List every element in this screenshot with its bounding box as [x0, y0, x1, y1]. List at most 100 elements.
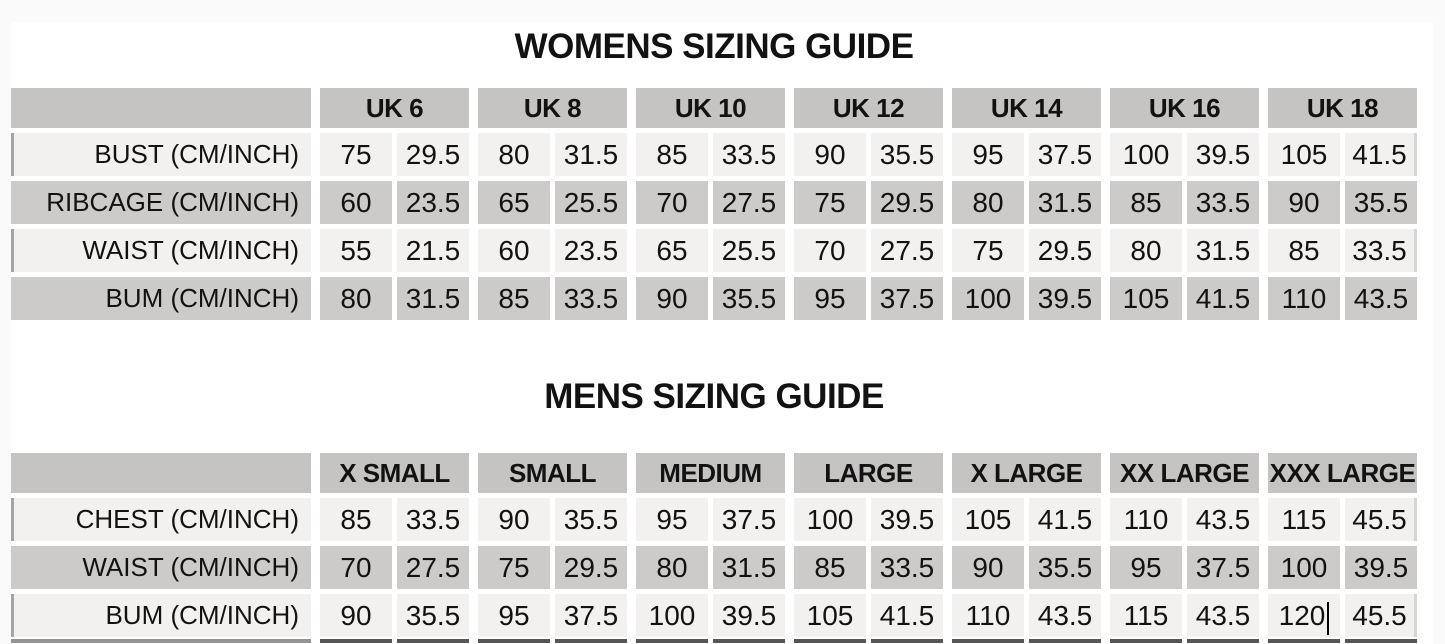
measurement-cell[interactable]: 33.5 [555, 277, 627, 320]
measurement-cell[interactable]: 39.5 [871, 498, 943, 541]
size-column-header[interactable]: UK 10 [636, 88, 785, 128]
measurement-cell[interactable]: 25.5 [555, 181, 627, 224]
measurement-cell[interactable]: 65 [636, 229, 708, 272]
measurement-cell[interactable]: 33.5 [871, 546, 943, 589]
measurement-cell[interactable]: 100 [952, 277, 1024, 320]
row-label[interactable]: WAIST (CM/INCH) [11, 229, 311, 272]
measurement-cell[interactable]: 105 [794, 594, 866, 637]
measurement-cell[interactable]: 110 [1110, 498, 1182, 541]
measurement-cell[interactable]: 80 [320, 277, 392, 320]
measurement-cell[interactable]: 31.5 [713, 546, 785, 589]
measurement-cell[interactable]: 29.5 [555, 546, 627, 589]
measurement-cell[interactable]: 41.5 [1029, 498, 1101, 541]
measurement-cell[interactable]: 41.5 [1187, 277, 1259, 320]
measurement-cell[interactable]: 85 [320, 498, 392, 541]
size-column-header[interactable]: UK 18 [1268, 88, 1417, 128]
measurement-cell[interactable]: 90 [1268, 181, 1340, 224]
measurement-cell[interactable]: 90 [478, 498, 550, 541]
measurement-cell[interactable]: 75 [478, 546, 550, 589]
size-column-header[interactable]: SMALL [478, 453, 627, 493]
measurement-cell[interactable]: 29.5 [397, 133, 469, 176]
measurement-cell[interactable]: 85 [794, 546, 866, 589]
measurement-cell[interactable]: 37.5 [713, 498, 785, 541]
measurement-cell[interactable]: 25.5 [713, 229, 785, 272]
measurement-cell[interactable]: 105 [1110, 277, 1182, 320]
size-column-header[interactable]: X SMALL [320, 453, 469, 493]
size-column-header[interactable]: X LARGE [952, 453, 1101, 493]
measurement-cell[interactable]: 37.5 [555, 594, 627, 637]
measurement-cell[interactable]: 43.5 [1187, 498, 1259, 541]
measurement-cell[interactable]: 27.5 [713, 181, 785, 224]
measurement-cell[interactable]: 33.5 [397, 498, 469, 541]
measurement-cell[interactable]: 80 [478, 133, 550, 176]
size-column-header[interactable]: UK 8 [478, 88, 627, 128]
measurement-cell[interactable]: 105 [1268, 133, 1340, 176]
measurement-cell[interactable]: 35.5 [555, 498, 627, 541]
measurement-cell[interactable]: 27.5 [397, 546, 469, 589]
corner-cell[interactable] [11, 453, 311, 493]
size-column-header[interactable]: XX LARGE [1110, 453, 1259, 493]
measurement-cell[interactable]: 85 [1110, 181, 1182, 224]
measurement-cell[interactable]: 95 [478, 594, 550, 637]
measurement-cell[interactable]: 39.5 [1345, 546, 1417, 589]
measurement-cell[interactable]: 43.5 [1187, 594, 1259, 637]
measurement-cell[interactable]: 33.5 [1187, 181, 1259, 224]
measurement-cell[interactable]: 115 [1268, 498, 1340, 541]
size-column-header[interactable]: UK 14 [952, 88, 1101, 128]
measurement-cell[interactable]: 100 [794, 498, 866, 541]
size-column-header[interactable]: UK 12 [794, 88, 943, 128]
measurement-cell[interactable]: 70 [636, 181, 708, 224]
measurement-cell[interactable]: 31.5 [397, 277, 469, 320]
row-label[interactable]: RIBCAGE (CM/INCH) [11, 181, 311, 224]
measurement-cell[interactable]: 43.5 [1029, 594, 1101, 637]
measurement-cell[interactable]: 35.5 [397, 594, 469, 637]
measurement-cell[interactable]: 100 [636, 594, 708, 637]
measurement-cell[interactable]: 23.5 [397, 181, 469, 224]
measurement-cell[interactable]: 95 [1110, 546, 1182, 589]
size-column-header[interactable]: UK 16 [1110, 88, 1259, 128]
measurement-cell[interactable]: 90 [636, 277, 708, 320]
measurement-cell[interactable]: 39.5 [713, 594, 785, 637]
measurement-cell[interactable]: 65 [478, 181, 550, 224]
measurement-cell[interactable]: 90 [952, 546, 1024, 589]
size-column-header[interactable]: MEDIUM [636, 453, 785, 493]
measurement-cell[interactable]: 75 [794, 181, 866, 224]
measurement-cell[interactable]: 33.5 [713, 133, 785, 176]
measurement-cell[interactable]: 45.5 [1345, 594, 1417, 637]
measurement-cell[interactable]: 43.5 [1345, 277, 1417, 320]
measurement-cell[interactable]: 100 [1110, 133, 1182, 176]
measurement-cell[interactable]: 95 [794, 277, 866, 320]
row-label[interactable]: BUM (CM/INCH) [11, 594, 311, 637]
measurement-cell[interactable]: 110 [952, 594, 1024, 637]
row-label[interactable]: WAIST (CM/INCH) [11, 546, 311, 589]
measurement-cell[interactable]: 75 [952, 229, 1024, 272]
measurement-cell[interactable]: 31.5 [1187, 229, 1259, 272]
measurement-cell[interactable]: 35.5 [1029, 546, 1101, 589]
measurement-cell[interactable]: 80 [1110, 229, 1182, 272]
measurement-cell[interactable]: 110 [1268, 277, 1340, 320]
measurement-cell[interactable]: 29.5 [871, 181, 943, 224]
measurement-cell[interactable]: 21.5 [397, 229, 469, 272]
measurement-cell[interactable]: 41.5 [1345, 133, 1417, 176]
measurement-cell[interactable]: 29.5 [1029, 229, 1101, 272]
corner-cell[interactable] [11, 88, 311, 128]
measurement-cell[interactable]: 85 [1268, 229, 1340, 272]
size-column-header[interactable]: XXX LARGE [1268, 453, 1417, 493]
measurement-cell[interactable]: 90 [794, 133, 866, 176]
measurement-cell[interactable]: 80 [952, 181, 1024, 224]
measurement-cell[interactable]: 95 [952, 133, 1024, 176]
size-column-header[interactable]: UK 6 [320, 88, 469, 128]
measurement-cell[interactable]: 39.5 [1029, 277, 1101, 320]
measurement-cell[interactable]: 70 [794, 229, 866, 272]
measurement-cell[interactable]: 31.5 [555, 133, 627, 176]
measurement-cell[interactable]: 45.5 [1345, 498, 1417, 541]
measurement-cell[interactable]: 35.5 [713, 277, 785, 320]
measurement-cell[interactable]: 37.5 [871, 277, 943, 320]
measurement-cell[interactable]: 55 [320, 229, 392, 272]
measurement-cell[interactable]: 60 [320, 181, 392, 224]
measurement-cell[interactable]: 80 [636, 546, 708, 589]
measurement-cell[interactable]: 60 [478, 229, 550, 272]
row-label[interactable]: BUST (CM/INCH) [11, 133, 311, 176]
row-label[interactable]: CHEST (CM/INCH) [11, 498, 311, 541]
measurement-cell[interactable]: 35.5 [1345, 181, 1417, 224]
